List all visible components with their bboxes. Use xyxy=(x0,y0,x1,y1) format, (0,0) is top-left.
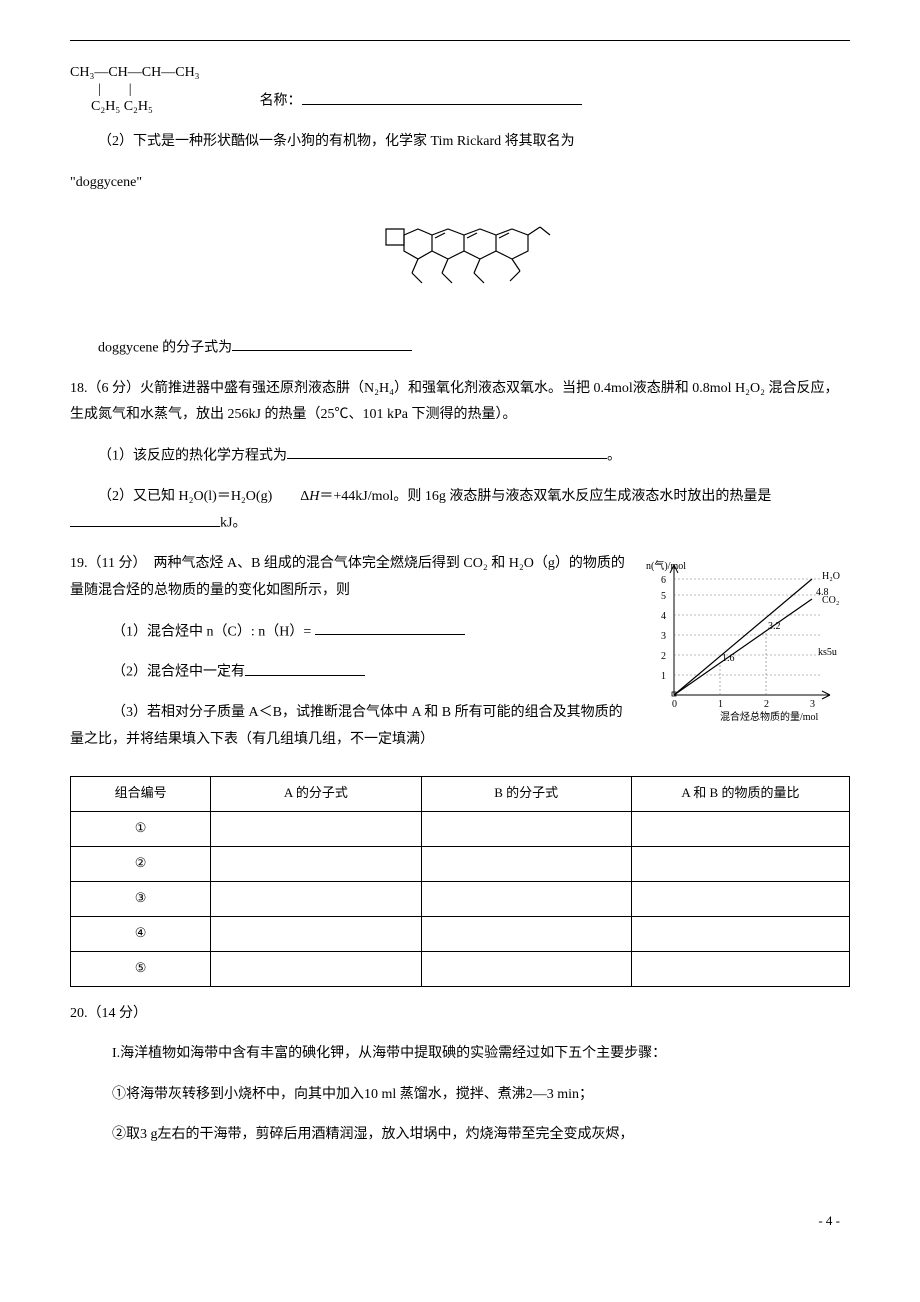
q19-table: 组合编号 A 的分子式 B 的分子式 A 和 B 的物质的量比 ① ② ③ ④ … xyxy=(70,776,850,987)
cell-blank[interactable] xyxy=(631,811,849,846)
ytick-3: 3 xyxy=(661,631,666,642)
q18-p2-unit: kJ。 xyxy=(220,516,246,531)
row-id-5: ⑤ xyxy=(71,951,211,986)
q19-p2-text: （2）混合烃中一定有 xyxy=(112,665,245,680)
q20-head: 20.（14 分） xyxy=(70,1001,850,1028)
table-header-row: 组合编号 A 的分子式 B 的分子式 A 和 B 的物质的量比 xyxy=(71,776,850,811)
cell-blank[interactable] xyxy=(631,881,849,916)
th-b-formula: B 的分子式 xyxy=(421,776,631,811)
cell-blank[interactable] xyxy=(211,846,421,881)
cell-blank[interactable] xyxy=(211,951,421,986)
q19-chart-wrap: n(气)/mol 1 2 3 4 5 6 0 1 2 3 混合烃总物质的量/mo… xyxy=(640,555,850,736)
xtick-2: 2 xyxy=(764,699,769,710)
chart-16: 1.6 xyxy=(722,653,735,664)
cell-blank[interactable] xyxy=(421,846,631,881)
q17-formula-row: CH₃—CH—CH—CH₃ | | C₂H₅ C₂H₅ 名称： xyxy=(70,65,850,115)
table-row: ① xyxy=(71,811,850,846)
th-ratio: A 和 B 的物质的量比 xyxy=(631,776,849,811)
q19-p1-text: （1）混合烃中 n（C）: n（H）= xyxy=(112,624,315,639)
q17-name-label: 名称： xyxy=(260,94,302,109)
q18-p2a2: ＝+44kJ/mol。则 16g 液态肼与液态双氧水反应生成液态水时放出的热量是 xyxy=(319,489,771,504)
cell-blank[interactable] xyxy=(421,811,631,846)
row-id-2: ② xyxy=(71,846,211,881)
q17-doggy-label: doggycene 的分子式为 xyxy=(98,340,232,355)
chart-xlabel: 混合烃总物质的量/mol xyxy=(720,710,819,723)
q18-p1-blank[interactable] xyxy=(287,443,607,459)
row-id-4: ④ xyxy=(71,916,211,951)
q17-doggy-quote: "doggycene" xyxy=(70,170,850,197)
q19-chart: n(气)/mol 1 2 3 4 5 6 0 1 2 3 混合烃总物质的量/mo… xyxy=(640,555,850,725)
cell-blank[interactable] xyxy=(211,916,421,951)
q18-p1-end: 。 xyxy=(607,448,621,463)
q20-step2: ②取3 g左右的干海带，剪碎后用酒精润湿，放入坩埚中，灼烧海带至完全变成灰烬， xyxy=(70,1122,850,1149)
q20-intro: I.海洋植物如海带中含有丰富的碘化钾，从海带中提取碘的实验需经过如下五个主要步骤… xyxy=(70,1041,850,1068)
th-combo-no: 组合编号 xyxy=(71,776,211,811)
xtick-1: 1 xyxy=(718,699,723,710)
q17-doggy-blank[interactable] xyxy=(232,335,412,351)
xtick-3: 3 xyxy=(810,699,815,710)
cell-blank[interactable] xyxy=(631,916,849,951)
cell-blank[interactable] xyxy=(211,811,421,846)
cell-blank[interactable] xyxy=(631,846,849,881)
chart-h2o-label: H₂O xyxy=(822,571,840,582)
q18-p2-blank[interactable] xyxy=(70,510,220,526)
cell-blank[interactable] xyxy=(631,951,849,986)
xtick-0: 0 xyxy=(672,699,677,710)
cell-blank[interactable] xyxy=(421,951,631,986)
q18-head: 18.（6 分）火箭推进器中盛有强还原剂液态肼（N₂H₄）和强氧化剂液态双氧水。… xyxy=(70,376,850,429)
chart-32: 3.2 xyxy=(768,621,781,632)
page-footer: - 4 - xyxy=(70,1209,850,1234)
q18-p1: （1）该反应的热化学方程式为 。 xyxy=(70,443,850,470)
q17-doggy-formula-line: doggycene 的分子式为 xyxy=(70,335,850,362)
q19-p1-blank[interactable] xyxy=(315,619,465,635)
cell-blank[interactable] xyxy=(211,881,421,916)
table-row: ③ xyxy=(71,881,850,916)
top-rule xyxy=(70,40,850,41)
doggycene-structure-diagram xyxy=(360,211,560,321)
page: CH₃—CH—CH—CH₃ | | C₂H₅ C₂H₅ 名称： （2）下式是一种… xyxy=(0,0,920,1264)
q18-p2: （2）又已知 H₂O(l)＝H₂O(g) ΔH＝+44kJ/mol。则 16g … xyxy=(70,484,850,538)
chart-48: 4.8 xyxy=(816,587,829,598)
ytick-2: 2 xyxy=(661,651,666,662)
table-row: ⑤ xyxy=(71,951,850,986)
cell-blank[interactable] xyxy=(421,916,631,951)
row-id-3: ③ xyxy=(71,881,211,916)
chart-ylabel: n(气)/mol xyxy=(646,559,686,572)
q20-step1: ①将海带灰转移到小烧杯中，向其中加入10 ml 蒸馏水，搅拌、煮沸2—3 min… xyxy=(70,1082,850,1109)
chart-ks5u: ks5u xyxy=(818,647,837,658)
table-row: ④ xyxy=(71,916,850,951)
q17-structural-formula: CH₃—CH—CH—CH₃ | | C₂H₅ C₂H₅ xyxy=(70,65,200,115)
ytick-5: 5 xyxy=(661,591,666,602)
q17-part2-text: （2）下式是一种形状酷似一条小狗的有机物，化学家 Tim Rickard 将其取… xyxy=(70,129,850,156)
table-row: ② xyxy=(71,846,850,881)
q17-part2-pre: （2）下式是一种形状酷似一条小狗的有机物，化学家 Tim Rickard 将其取… xyxy=(98,134,575,149)
ytick-4: 4 xyxy=(661,611,666,622)
ytick-1: 1 xyxy=(661,671,666,682)
q17-name-label-wrap: 名称： xyxy=(200,88,582,115)
cell-blank[interactable] xyxy=(421,881,631,916)
q18-p1-text: （1）该反应的热化学方程式为 xyxy=(98,448,287,463)
q18-deltaH: H xyxy=(309,489,319,504)
ytick-6: 6 xyxy=(661,575,666,586)
row-id-1: ① xyxy=(71,811,211,846)
q17-name-blank[interactable] xyxy=(302,88,582,104)
q18-p2a: （2）又已知 H₂O(l)＝H₂O(g) Δ xyxy=(98,489,309,504)
th-a-formula: A 的分子式 xyxy=(211,776,421,811)
q19-p2-blank[interactable] xyxy=(245,659,365,675)
